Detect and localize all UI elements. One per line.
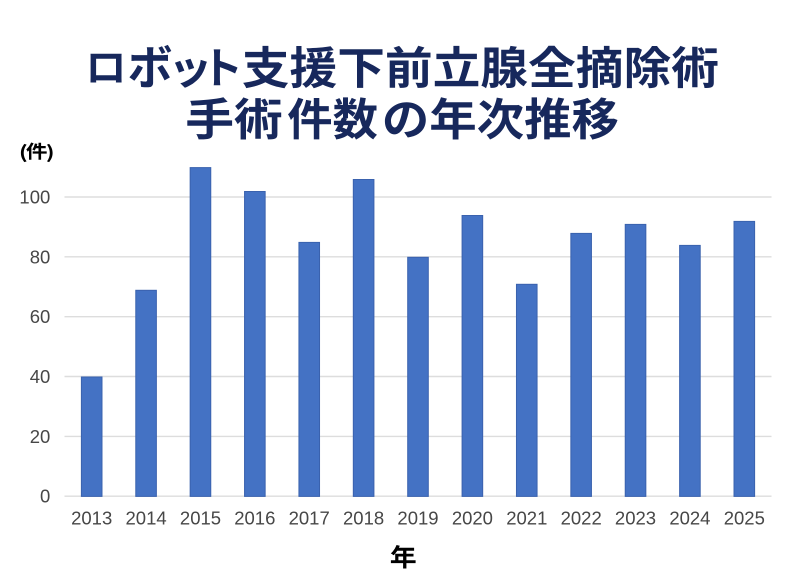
svg-text:2014: 2014 [126,507,167,528]
svg-text:60: 60 [30,306,51,327]
svg-text:2017: 2017 [289,507,330,528]
svg-text:2016: 2016 [234,507,275,528]
svg-text:100: 100 [19,187,50,208]
svg-text:2024: 2024 [669,507,710,528]
svg-text:2022: 2022 [561,507,602,528]
svg-text:2019: 2019 [397,507,438,528]
svg-text:80: 80 [30,246,51,267]
svg-text:20: 20 [30,426,51,447]
svg-text:2021: 2021 [506,507,547,528]
svg-text:2015: 2015 [180,507,221,528]
svg-text:2023: 2023 [615,507,656,528]
svg-text:2013: 2013 [71,507,112,528]
svg-text:2020: 2020 [452,507,493,528]
svg-text:40: 40 [30,366,51,387]
svg-text:2018: 2018 [343,507,384,528]
svg-text:0: 0 [40,486,50,507]
svg-text:2025: 2025 [724,507,765,528]
